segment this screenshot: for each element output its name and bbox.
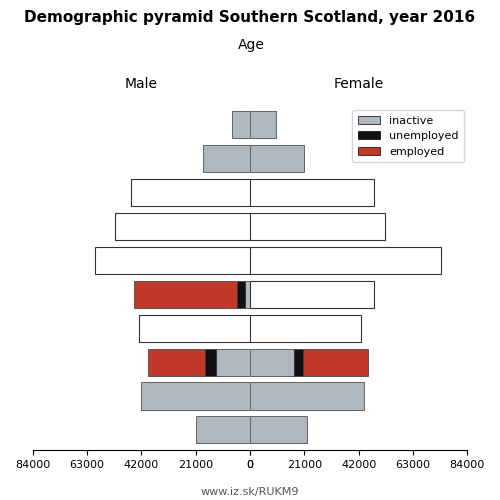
- Bar: [250, 145, 304, 172]
- Bar: [148, 348, 204, 376]
- Bar: [303, 348, 368, 376]
- Bar: [245, 280, 250, 308]
- Bar: [134, 280, 237, 308]
- Bar: [250, 280, 374, 308]
- Text: Male: Male: [125, 76, 158, 90]
- Bar: [237, 280, 245, 308]
- Bar: [216, 348, 250, 376]
- Text: 85: 85: [250, 118, 268, 131]
- Text: 35: 35: [250, 288, 268, 301]
- Bar: [294, 348, 303, 376]
- Text: 0: 0: [250, 424, 261, 436]
- Text: 25: 25: [250, 322, 268, 334]
- Bar: [250, 314, 362, 342]
- Bar: [94, 247, 250, 274]
- Text: 15: 15: [250, 356, 268, 368]
- Legend: inactive, unemployed, employed: inactive, unemployed, employed: [352, 110, 464, 162]
- Bar: [204, 145, 250, 172]
- Text: 75: 75: [250, 152, 268, 165]
- Bar: [131, 179, 250, 206]
- Text: 55: 55: [250, 220, 268, 233]
- Text: Female: Female: [334, 76, 384, 90]
- Bar: [232, 111, 250, 138]
- Bar: [250, 348, 294, 376]
- Text: Demographic pyramid Southern Scotland, year 2016: Demographic pyramid Southern Scotland, y…: [24, 10, 475, 25]
- Bar: [116, 213, 250, 240]
- Text: www.iz.sk/RUKM9: www.iz.sk/RUKM9: [201, 488, 299, 498]
- Bar: [250, 213, 384, 240]
- Bar: [250, 416, 307, 444]
- Bar: [138, 314, 250, 342]
- Bar: [204, 348, 216, 376]
- Text: 5: 5: [250, 390, 261, 402]
- Text: 45: 45: [250, 254, 268, 267]
- Bar: [196, 416, 250, 444]
- Bar: [142, 382, 250, 409]
- Bar: [250, 247, 442, 274]
- Bar: [250, 111, 276, 138]
- Bar: [250, 382, 364, 409]
- Text: 65: 65: [250, 186, 268, 199]
- Bar: [250, 179, 374, 206]
- Text: Age: Age: [238, 38, 264, 52]
